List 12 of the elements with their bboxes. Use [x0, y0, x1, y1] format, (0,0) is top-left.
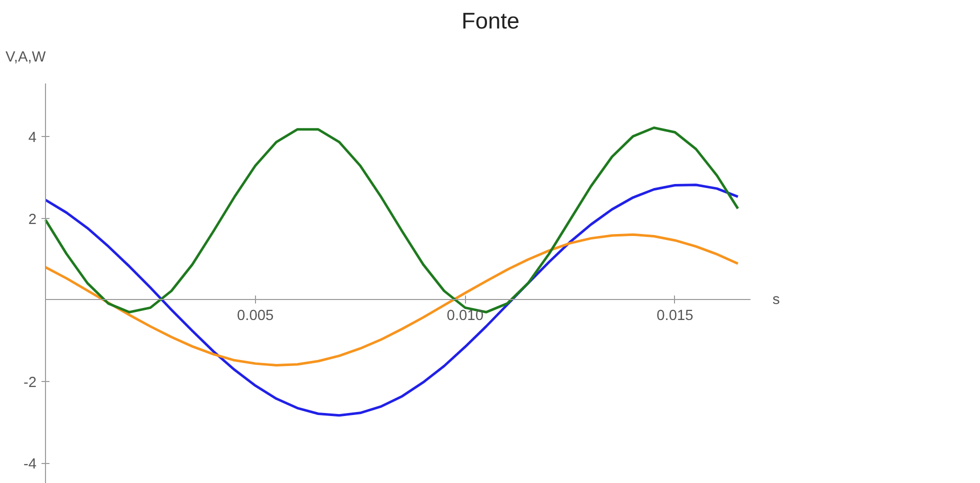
x-axis-title: s — [772, 292, 780, 308]
y-tick-label: 4 — [28, 130, 37, 146]
chart-title: Fonte — [462, 8, 520, 34]
line-series — [44, 184, 740, 417]
y-tick-label: -2 — [23, 375, 37, 392]
line-series — [44, 233, 740, 366]
y-tick-label: 2 — [28, 212, 37, 228]
x-tick-label: 0.005 — [236, 308, 274, 324]
x-tick-label: 0.015 — [656, 308, 694, 324]
y-tick-label: -4 — [23, 456, 37, 473]
x-tick-label: 0.010 — [446, 308, 484, 324]
y-axis-title: V,A,W — [6, 50, 46, 66]
